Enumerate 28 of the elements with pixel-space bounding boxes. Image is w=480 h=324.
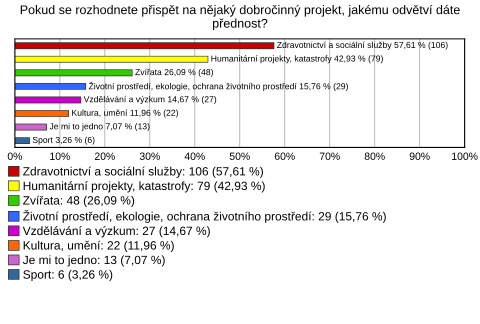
- x-tick-label: 90%: [410, 152, 430, 160]
- legend-label: Zvířata: 48 (26,09 %): [23, 196, 134, 207]
- x-tick-label: 30%: [140, 152, 160, 160]
- x-tick-label: 20%: [94, 152, 115, 160]
- x-tick-label: 40%: [184, 152, 205, 160]
- x-tick-label: 100%: [452, 152, 478, 160]
- data-label: Je mi to jedno 7,07 % (13): [50, 123, 150, 132]
- legend-label: Vzdělávání a výzkum: 27 (14,67 %): [22, 226, 210, 238]
- data-label: Vzdělávání a výzkum 14,67 % (27): [84, 96, 216, 104]
- legend-label: Zdravotnictví a sociální služby: 106 (57,61 %): [23, 166, 263, 178]
- x-tick-label: 80%: [364, 152, 385, 160]
- legend-label: Humanitární projekty, katastrofy: 79 (42,93 %): [24, 181, 265, 192]
- legend-label: Životní prostředí, ekologie, ochrana životního prostředí: 29 (15,76 %): [23, 210, 386, 223]
- legend-label: Sport: 6 (3,26 %): [23, 270, 112, 282]
- legend-label: Kultura, umění: 22 (11,96 %): [24, 240, 174, 252]
- x-tick-label: 0%: [8, 152, 22, 160]
- data-label: Zdravotnictví a sociální služby 57,61 % (106): [277, 42, 448, 50]
- chart-title: Pokud se rozhodnete přispět na nějaký dobročinný projekt, jakému odvětví dáte přednost?: [20, 4, 460, 30]
- x-tick-label: 60%: [274, 152, 295, 160]
- data-label: Sport 3,26 % (6): [32, 136, 94, 145]
- legend-label: Je mi to jedno: 13 (7,07 %): [22, 255, 165, 267]
- x-tick-label: 50%: [230, 152, 250, 160]
- data-label: Kultura, umění 11,96 % (22): [72, 109, 178, 118]
- data-label: Humanitární projekty, katastrofy 42,93 % (79): [211, 55, 383, 64]
- x-tick-label: 70%: [320, 152, 340, 160]
- data-label: Zvířata 26,09 % (48): [135, 68, 213, 77]
- data-label: Životní prostředí, ekologie, ochrana životního prostředí 15,76 % (29): [88, 82, 348, 92]
- x-tick-label: 10%: [50, 152, 70, 160]
